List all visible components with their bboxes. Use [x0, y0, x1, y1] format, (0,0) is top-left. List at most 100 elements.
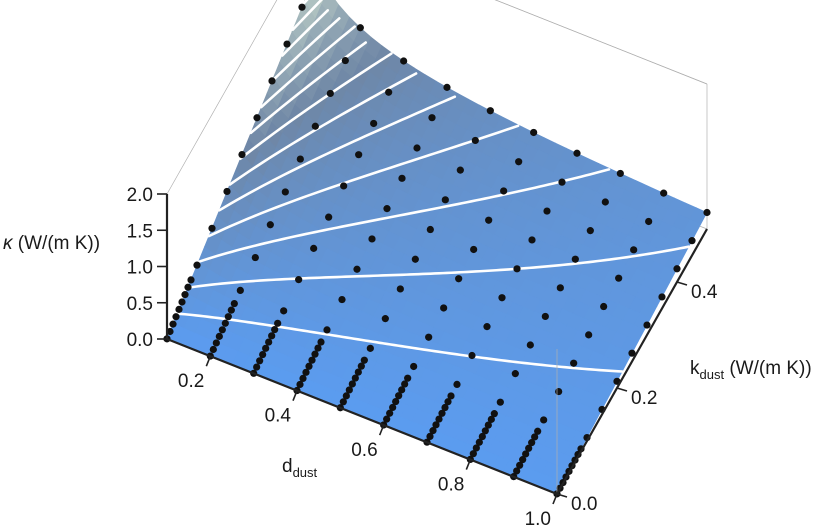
sample-point [265, 338, 273, 346]
sample-point [193, 261, 201, 269]
sample-point [660, 189, 668, 197]
sample-point [395, 392, 403, 400]
y-axis-label-main: k [690, 358, 700, 379]
sample-point [456, 166, 464, 174]
sample-point [432, 421, 440, 429]
y-tick [556, 493, 568, 498]
sample-point [218, 326, 226, 334]
sample-point [438, 409, 446, 417]
sample-point [534, 427, 542, 435]
z-tick-label: 1.0 [127, 258, 153, 279]
x-tick-label: 0.8 [438, 475, 464, 496]
sample-point [498, 294, 506, 302]
sample-point [643, 321, 651, 329]
sample-point [251, 253, 259, 262]
contour-line [260, 25, 356, 109]
sample-point [271, 325, 279, 334]
sample-point [525, 444, 533, 452]
sample-point [441, 403, 449, 412]
z-tick-label: 0.0 [127, 330, 153, 351]
sample-point [528, 439, 536, 447]
sample-point [308, 356, 316, 364]
sample-point [325, 213, 333, 221]
sample-point [354, 368, 362, 376]
sample-point [305, 362, 313, 370]
x-tick-label: 0.2 [178, 371, 204, 392]
box-edge-back [166, 0, 278, 195]
sample-point [296, 155, 304, 163]
sample-point [444, 398, 452, 406]
sample-point [175, 305, 183, 313]
sample-point [541, 312, 549, 321]
sample-point [600, 302, 608, 311]
sample-point [428, 114, 436, 122]
x-axis-label-main: d [282, 456, 293, 477]
sample-point [571, 255, 579, 263]
axes: 0.0 0.5 1.0 1.5 2.0 0.2 0.4 0.6 0.8 1.0 0.0 0.2 0.4 [127, 185, 718, 529]
sample-point [425, 333, 433, 341]
sample-point [385, 88, 393, 96]
sample-point [487, 415, 495, 423]
contour-line [239, 52, 393, 160]
sample-point [496, 398, 504, 406]
sample-point [511, 370, 519, 378]
sample-point [345, 386, 353, 394]
sample-point [472, 444, 480, 452]
sample-point [490, 410, 498, 418]
sample-point [528, 236, 536, 244]
sample-point [323, 326, 331, 334]
sample-point [441, 196, 449, 204]
sample-point [230, 299, 238, 308]
sample-point [383, 415, 391, 423]
sample-point [351, 374, 359, 382]
sample-point [616, 169, 624, 178]
sample-point [181, 291, 189, 299]
sample-point [469, 450, 477, 458]
y-tick-label: 0.0 [571, 494, 597, 515]
contour-line [281, 9, 330, 57]
y-axis-label-sub: dust [700, 367, 725, 382]
sample-point [299, 374, 307, 382]
sample-point [268, 332, 276, 340]
z-tick-label: 2.0 [127, 185, 153, 206]
sample-point [481, 427, 489, 435]
y-axis-label-unit: (W/(m K)) [724, 358, 812, 379]
sample-point [298, 3, 306, 11]
sample-point [340, 182, 348, 190]
sample-point [543, 207, 551, 215]
box-edge-front [494, 0, 708, 85]
sample-point [470, 245, 478, 254]
sample-point [212, 339, 220, 347]
sample-point [295, 276, 303, 284]
sample-point [478, 432, 486, 441]
sample-point [601, 198, 609, 206]
y-tick [676, 281, 688, 286]
sample-point [392, 397, 400, 406]
sample-point [355, 151, 363, 159]
sample-point [585, 331, 593, 339]
sample-point [516, 461, 524, 469]
sample-point [172, 313, 180, 321]
sample-point [223, 187, 231, 196]
sample-point [555, 387, 563, 396]
sample-point [630, 246, 638, 254]
sample-point [274, 319, 282, 327]
sample-point [484, 421, 492, 429]
z-tick-label: 1.5 [127, 221, 153, 242]
x-tick [552, 493, 558, 505]
sample-point [386, 409, 394, 417]
sample-point [413, 144, 421, 152]
sample-point [658, 293, 666, 301]
sample-point [570, 359, 578, 367]
contour-line [218, 95, 457, 212]
sample-point [208, 224, 216, 232]
x-tick-label: 1.0 [525, 509, 551, 529]
sample-point [281, 188, 289, 196]
sample-point [221, 319, 229, 327]
y-tick-label: 0.4 [691, 282, 718, 303]
sample-point [262, 344, 270, 352]
sample-point [338, 295, 346, 304]
x-tick [292, 390, 298, 401]
sample-point [311, 122, 319, 130]
sample-point [353, 265, 361, 273]
